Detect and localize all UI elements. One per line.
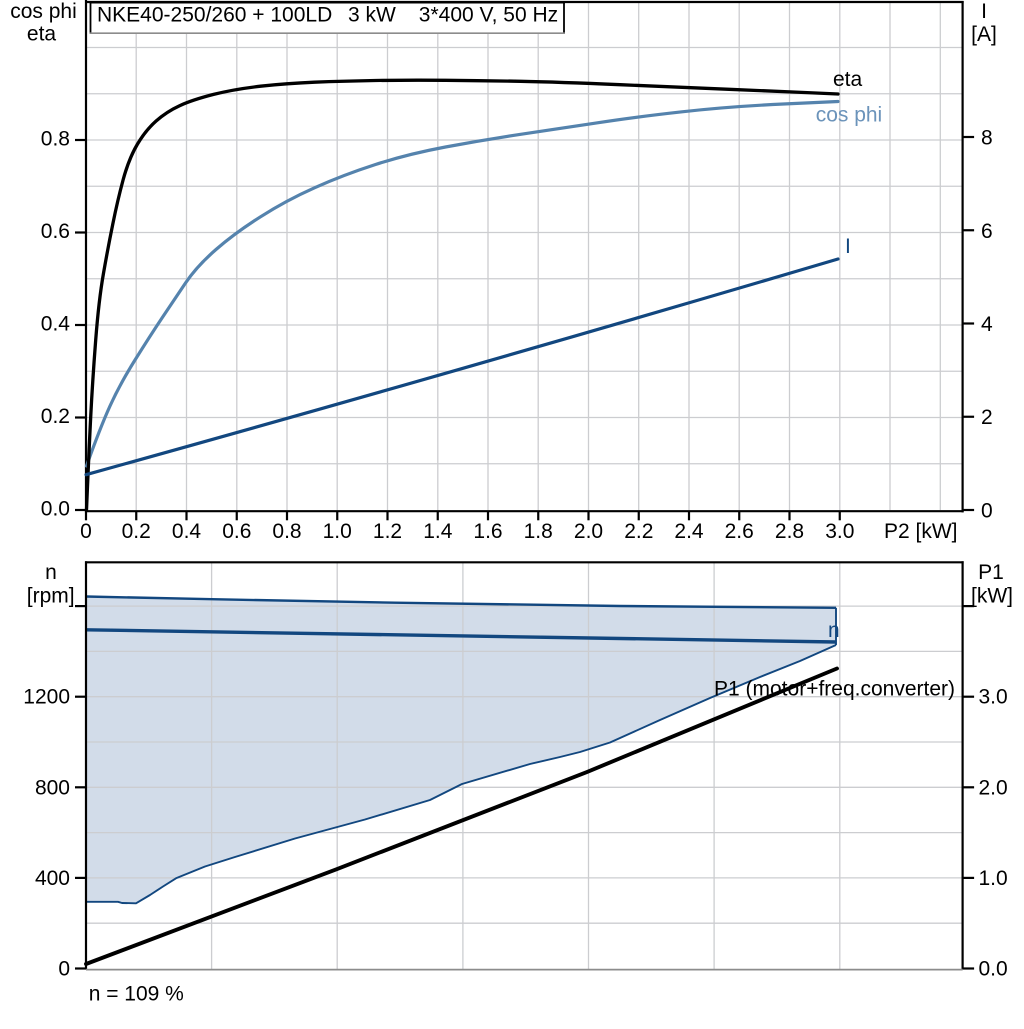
svg-text:0.8: 0.8 xyxy=(41,127,70,150)
svg-text:[rpm]: [rpm] xyxy=(27,585,75,608)
svg-text:3 kW: 3 kW xyxy=(348,3,396,26)
svg-text:0.4: 0.4 xyxy=(172,520,202,543)
svg-text:[A]: [A] xyxy=(971,23,997,46)
svg-text:2: 2 xyxy=(981,406,993,429)
svg-text:4: 4 xyxy=(981,313,993,336)
svg-text:n: n xyxy=(828,619,840,642)
svg-text:[kW]: [kW] xyxy=(971,585,1013,608)
svg-text:8: 8 xyxy=(981,127,993,150)
svg-text:3*400 V, 50 Hz: 3*400 V, 50 Hz xyxy=(419,3,558,26)
svg-text:I: I xyxy=(981,0,987,23)
svg-text:eta: eta xyxy=(833,68,863,91)
svg-text:1.6: 1.6 xyxy=(473,520,502,543)
svg-text:0: 0 xyxy=(981,500,993,523)
svg-text:0.2: 0.2 xyxy=(41,405,70,428)
svg-text:n = 109 %: n = 109 % xyxy=(89,983,184,1006)
svg-text:2.6: 2.6 xyxy=(725,520,754,543)
svg-text:cos phi: cos phi xyxy=(816,104,883,127)
svg-text:n: n xyxy=(45,561,57,584)
svg-text:0.6: 0.6 xyxy=(222,520,251,543)
svg-text:2.8: 2.8 xyxy=(775,520,804,543)
svg-text:3.0: 3.0 xyxy=(979,686,1008,709)
svg-text:0.4: 0.4 xyxy=(41,312,71,335)
svg-text:400: 400 xyxy=(35,867,70,890)
svg-text:NKE40-250/260 + 100LD: NKE40-250/260 + 100LD xyxy=(97,3,332,26)
svg-text:0.8: 0.8 xyxy=(272,520,301,543)
svg-text:1200: 1200 xyxy=(23,686,70,709)
svg-text:0.0: 0.0 xyxy=(41,497,70,520)
svg-text:800: 800 xyxy=(35,776,70,799)
svg-text:cos phi: cos phi xyxy=(10,0,77,23)
svg-text:2.4: 2.4 xyxy=(674,520,704,543)
svg-text:6: 6 xyxy=(981,220,993,243)
svg-text:P1: P1 xyxy=(978,561,1004,584)
svg-text:3.0: 3.0 xyxy=(825,520,854,543)
svg-text:I: I xyxy=(845,235,851,258)
svg-text:0.0: 0.0 xyxy=(979,958,1008,981)
svg-text:0: 0 xyxy=(58,958,70,981)
svg-text:1.0: 1.0 xyxy=(323,520,352,543)
svg-text:P1 (motor+freq.converter): P1 (motor+freq.converter) xyxy=(714,678,955,701)
svg-text:0.2: 0.2 xyxy=(122,520,151,543)
svg-text:0.6: 0.6 xyxy=(41,220,70,243)
svg-text:P2 [kW]: P2 [kW] xyxy=(884,520,958,543)
svg-text:1.4: 1.4 xyxy=(423,520,453,543)
svg-text:1.0: 1.0 xyxy=(979,867,1008,890)
svg-text:eta: eta xyxy=(27,23,57,46)
svg-text:2.0: 2.0 xyxy=(979,776,1008,799)
svg-text:0: 0 xyxy=(80,520,92,543)
svg-text:1.2: 1.2 xyxy=(373,520,402,543)
svg-text:2.0: 2.0 xyxy=(574,520,603,543)
svg-text:2.2: 2.2 xyxy=(624,520,653,543)
svg-text:1.8: 1.8 xyxy=(524,520,553,543)
